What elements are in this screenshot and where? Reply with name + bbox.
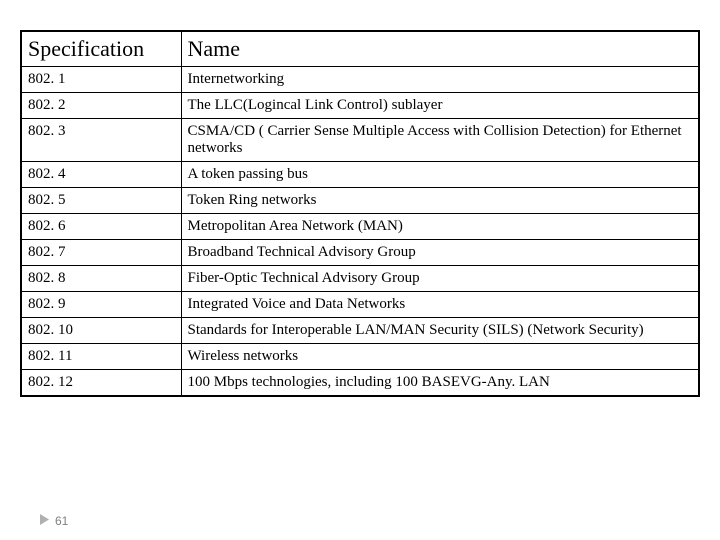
table-row: 802. 3 CSMA/CD ( Carrier Sense Multiple … (21, 119, 699, 162)
cell-name: A token passing bus (181, 162, 699, 188)
table-row: 802. 4 A token passing bus (21, 162, 699, 188)
table-row: 802. 2 The LLC(Logincal Link Control) su… (21, 93, 699, 119)
cell-spec: 802. 12 (21, 370, 181, 397)
table-row: 802. 6 Metropolitan Area Network (MAN) (21, 214, 699, 240)
column-header-name: Name (181, 31, 699, 67)
cell-name: Token Ring networks (181, 188, 699, 214)
table-header-row: Specification Name (21, 31, 699, 67)
table-row: 802. 11 Wireless networks (21, 344, 699, 370)
table-row: 802. 7 Broadband Technical Advisory Grou… (21, 240, 699, 266)
page-number-indicator: 61 (40, 514, 68, 528)
table-row: 802. 8 Fiber-Optic Technical Advisory Gr… (21, 266, 699, 292)
cell-name: Internetworking (181, 67, 699, 93)
spec-table: Specification Name 802. 1 Internetworkin… (20, 30, 700, 397)
table-row: 802. 1 Internetworking (21, 67, 699, 93)
cell-spec: 802. 10 (21, 318, 181, 344)
cell-name: The LLC(Logincal Link Control) sublayer (181, 93, 699, 119)
cell-name: Metropolitan Area Network (MAN) (181, 214, 699, 240)
cell-spec: 802. 1 (21, 67, 181, 93)
cell-spec: 802. 3 (21, 119, 181, 162)
cell-spec: 802. 11 (21, 344, 181, 370)
table-row: 802. 9 Integrated Voice and Data Network… (21, 292, 699, 318)
cell-spec: 802. 5 (21, 188, 181, 214)
cell-name: 100 Mbps technologies, including 100 BAS… (181, 370, 699, 397)
cell-name: Fiber-Optic Technical Advisory Group (181, 266, 699, 292)
cell-spec: 802. 2 (21, 93, 181, 119)
play-icon (40, 514, 49, 528)
cell-spec: 802. 9 (21, 292, 181, 318)
cell-spec: 802. 8 (21, 266, 181, 292)
page-number-text: 61 (55, 514, 68, 528)
cell-spec: 802. 7 (21, 240, 181, 266)
cell-name: Integrated Voice and Data Networks (181, 292, 699, 318)
cell-spec: 802. 4 (21, 162, 181, 188)
cell-name: CSMA/CD ( Carrier Sense Multiple Access … (181, 119, 699, 162)
cell-name: Standards for Interoperable LAN/MAN Secu… (181, 318, 699, 344)
cell-name: Broadband Technical Advisory Group (181, 240, 699, 266)
table-row: 802. 5 Token Ring networks (21, 188, 699, 214)
cell-name: Wireless networks (181, 344, 699, 370)
table-row: 802. 10 Standards for Interoperable LAN/… (21, 318, 699, 344)
column-header-specification: Specification (21, 31, 181, 67)
table-row: 802. 12 100 Mbps technologies, including… (21, 370, 699, 397)
cell-spec: 802. 6 (21, 214, 181, 240)
